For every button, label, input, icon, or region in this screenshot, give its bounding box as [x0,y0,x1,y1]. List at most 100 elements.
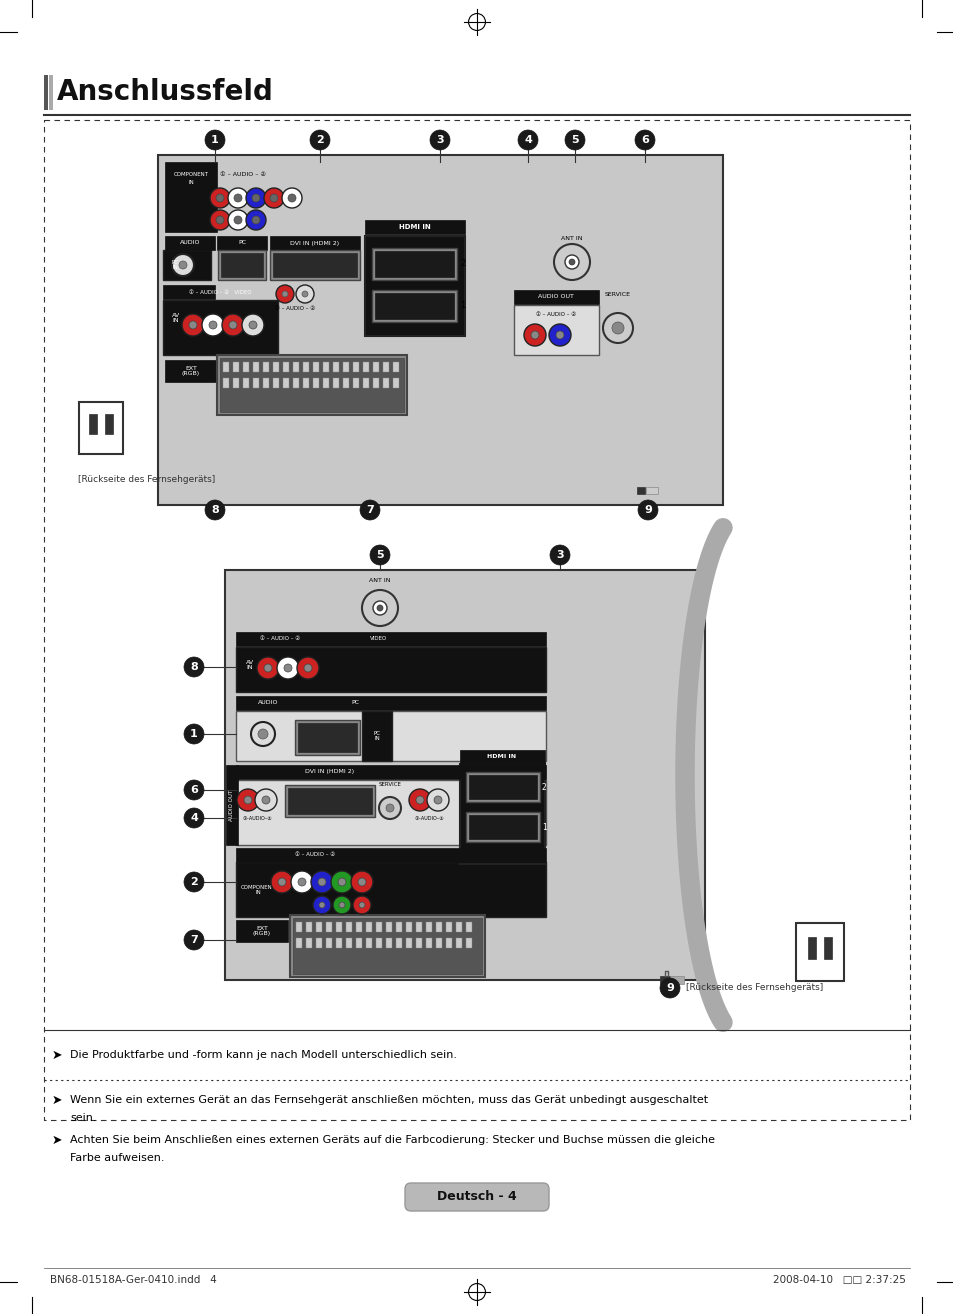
Bar [669,976,683,984]
Bar [226,765,237,845]
Bar [373,361,378,372]
Bar [353,361,358,372]
Bar [303,378,309,388]
Bar [459,750,544,763]
Circle shape [427,788,449,811]
Circle shape [373,600,387,615]
Text: 1: 1 [459,301,465,310]
Circle shape [209,321,216,328]
Bar [44,75,48,110]
Text: Farbe aufweisen.: Farbe aufweisen. [70,1152,164,1163]
Bar [343,361,349,372]
Circle shape [317,878,326,886]
Bar [353,378,358,388]
Bar [637,487,644,494]
Bar [243,378,249,388]
Bar [315,922,322,932]
Bar [223,378,229,388]
Text: 2: 2 [541,783,546,792]
Circle shape [276,657,298,679]
Text: 2: 2 [459,259,465,268]
Circle shape [564,130,584,150]
Text: 7: 7 [366,505,374,515]
Bar [243,361,249,372]
Circle shape [264,188,284,208]
Text: BN68-01518A-Ger-0410.indd   4: BN68-01518A-Ger-0410.indd 4 [50,1275,216,1285]
Circle shape [635,130,655,150]
Bar [263,378,269,388]
Circle shape [358,901,365,908]
Circle shape [277,878,286,886]
Bar [659,976,669,984]
Text: ANT IN: ANT IN [369,577,391,582]
Bar [372,290,456,322]
Circle shape [284,664,292,671]
Circle shape [184,781,204,800]
Bar [514,290,598,304]
Circle shape [251,721,274,746]
Circle shape [359,501,379,520]
FancyBboxPatch shape [405,1183,548,1212]
Bar [306,922,312,932]
Bar [235,765,545,779]
Text: AV
IN: AV IN [246,660,253,670]
Text: 1: 1 [211,135,218,145]
Bar [375,938,381,947]
Text: 2: 2 [190,876,197,887]
Text: PC
IN: PC IN [172,260,178,271]
Bar [323,378,329,388]
Bar [165,237,214,250]
Bar [436,938,441,947]
Circle shape [228,188,248,208]
Circle shape [409,788,431,811]
Bar [363,378,369,388]
Text: Anschlussfeld: Anschlussfeld [57,78,274,106]
Bar [393,361,398,372]
Circle shape [523,325,545,346]
Bar [295,938,302,947]
Bar [273,254,356,277]
Circle shape [612,322,623,334]
Text: ① – AUDIO – ②: ① – AUDIO – ② [294,853,335,858]
Bar [233,361,239,372]
Bar [465,938,472,947]
Bar [343,378,349,388]
Circle shape [282,188,302,208]
Circle shape [386,804,394,812]
Text: 4: 4 [523,135,532,145]
Bar [436,922,441,932]
Bar [283,361,289,372]
Circle shape [531,331,538,339]
Circle shape [338,901,345,908]
Bar [270,237,359,250]
Text: ①–AUDIO–②: ①–AUDIO–② [414,816,443,821]
Text: ① – AUDIO – ②   VIDEO: ① – AUDIO – ② VIDEO [189,289,252,294]
Bar [235,696,545,710]
Circle shape [256,657,278,679]
Bar [373,378,378,388]
Bar [456,922,461,932]
Circle shape [430,130,450,150]
Circle shape [638,501,658,520]
Bar [645,487,658,494]
Circle shape [270,194,277,202]
Circle shape [257,729,268,738]
Circle shape [564,255,578,269]
Bar [795,922,843,982]
Circle shape [556,331,563,339]
Bar [395,938,401,947]
Text: ①–AUDIO–②: ①–AUDIO–② [242,816,272,821]
Bar [163,285,214,300]
Circle shape [246,210,266,230]
Circle shape [222,314,244,336]
Text: 6: 6 [640,135,648,145]
Text: [Rückseite des Fernsehgeräts]: [Rückseite des Fernsehgeräts] [685,983,822,992]
Circle shape [318,901,325,908]
Bar [158,155,722,505]
Text: AUDIO OUT: AUDIO OUT [230,790,234,820]
Bar [363,361,369,372]
Circle shape [353,896,371,915]
Bar [375,293,454,319]
Circle shape [550,545,569,565]
Text: 8: 8 [190,662,197,671]
